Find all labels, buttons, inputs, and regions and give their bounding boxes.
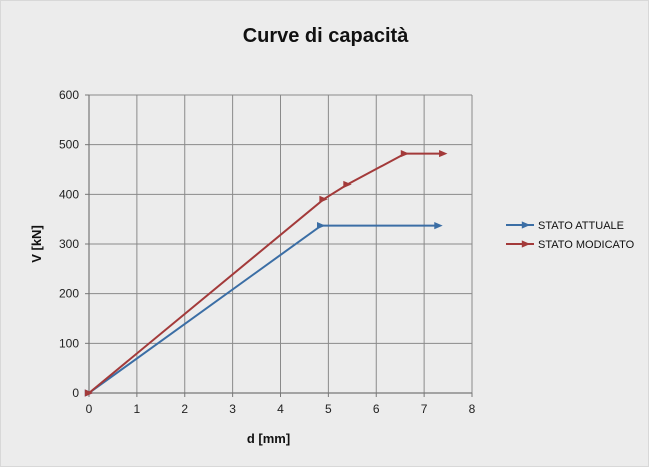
x-tick-label: 6 — [373, 402, 380, 416]
x-tick-label: 7 — [421, 402, 428, 416]
series-2-marker — [439, 150, 448, 158]
chart-title: Curve di capacità — [242, 25, 409, 47]
legend-marker-1 — [521, 221, 531, 229]
x-axis-title: d [mm] — [247, 431, 290, 446]
y-axis-title: V [kN] — [29, 225, 44, 263]
y-tick-label: 0 — [72, 386, 79, 400]
series-1-marker — [316, 222, 326, 230]
series-2-marker — [319, 195, 328, 203]
y-tick-label: 500 — [59, 138, 79, 152]
x-tick-label: 2 — [181, 402, 188, 416]
x-tick-label: 1 — [134, 402, 141, 416]
x-tick-label: 8 — [469, 402, 476, 416]
y-tick-label: 600 — [59, 88, 79, 102]
x-tick-label: 4 — [277, 402, 284, 416]
series-2-marker — [400, 150, 410, 158]
legend-label-2: STATO MODICATO — [538, 239, 635, 251]
x-tick-label: 3 — [229, 402, 236, 416]
series-2-marker — [84, 389, 94, 397]
y-tick-label: 400 — [59, 187, 79, 201]
y-tick-label: 300 — [59, 237, 79, 251]
legend-label-1: STATO ATTUALE — [538, 220, 624, 232]
x-tick-label: 0 — [86, 402, 93, 416]
series-1-marker — [434, 222, 443, 230]
y-tick-label: 200 — [59, 287, 79, 301]
series-2-marker — [343, 180, 352, 188]
legend-marker-2 — [521, 240, 531, 248]
x-tick-label: 5 — [325, 402, 332, 416]
y-tick-label: 100 — [59, 336, 79, 350]
